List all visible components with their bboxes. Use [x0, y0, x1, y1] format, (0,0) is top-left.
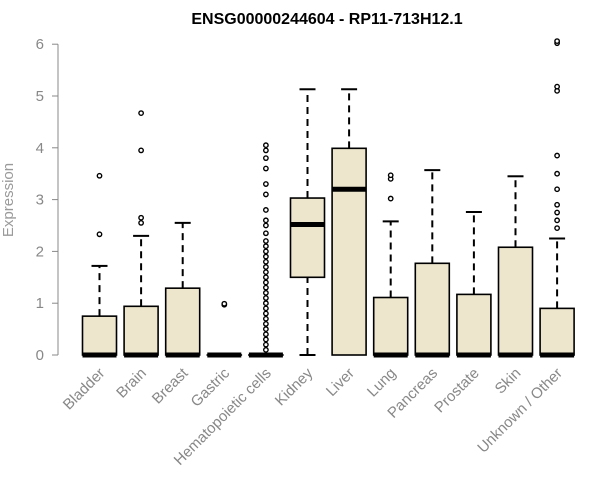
outlier-point — [262, 326, 269, 332]
outlier-point — [221, 300, 228, 307]
outlier-point — [262, 300, 269, 307]
outlier-point — [262, 289, 269, 296]
outlier-point — [554, 225, 560, 231]
y-axis-label: Expression — [0, 163, 17, 237]
outlier-point — [262, 305, 269, 312]
y-tick-label: 1 — [36, 295, 44, 312]
y-tick-label: 5 — [36, 88, 44, 105]
y-tick-label: 3 — [36, 192, 44, 209]
outlier-point — [262, 191, 269, 198]
y-axis: 0 1 2 3 4 5 6 — [36, 36, 59, 364]
box-body — [372, 296, 409, 356]
box-body — [81, 315, 118, 356]
outlier-point — [262, 147, 269, 154]
box-6 — [331, 88, 367, 356]
outlier-point — [262, 284, 269, 291]
outlier-point — [262, 142, 269, 149]
outlier-point — [96, 231, 103, 238]
outlier-point — [262, 336, 269, 343]
outlier-point — [262, 279, 269, 286]
outlier-point — [96, 172, 103, 179]
outlier-point — [554, 201, 560, 208]
outlier-point — [138, 220, 145, 226]
box-0 — [81, 172, 118, 358]
outlier-point — [554, 83, 560, 90]
y-tick-label: 4 — [36, 140, 44, 157]
box-5 — [289, 88, 326, 356]
y-tick-label: 2 — [36, 243, 44, 260]
outlier-point — [262, 269, 269, 276]
outlier-point — [262, 315, 269, 322]
outlier-point — [554, 170, 560, 177]
box-11 — [539, 38, 575, 358]
box-body — [414, 262, 451, 356]
outlier-point — [554, 217, 560, 224]
outlier-point — [262, 274, 269, 281]
outlier-point — [387, 172, 394, 179]
outlier-point — [262, 181, 269, 187]
outlier-point — [262, 253, 269, 260]
outlier-point — [262, 310, 269, 317]
box-4 — [248, 142, 284, 358]
outlier-point — [138, 147, 145, 154]
box-body — [456, 293, 492, 356]
outlier-point — [262, 341, 269, 348]
outlier-point — [262, 248, 269, 255]
outlier-point — [262, 243, 269, 250]
outlier-point — [262, 321, 269, 327]
outlier-point — [262, 230, 269, 237]
outlier-point — [554, 152, 560, 159]
x-tick-label: Lung — [364, 365, 400, 401]
box-2 — [164, 221, 201, 358]
x-tick-label: Liver — [323, 365, 358, 400]
box-body — [331, 147, 367, 356]
outlier-point — [554, 209, 560, 216]
outlier-point — [138, 110, 145, 116]
outlier-point — [262, 207, 269, 213]
x-tick-label: Prostate — [431, 365, 483, 417]
box-body — [123, 305, 159, 356]
box-layer — [81, 38, 575, 358]
x-tick-label: Bladder — [60, 365, 109, 414]
outlier-point — [262, 295, 269, 301]
outlier-point — [262, 264, 269, 270]
outlier-point — [262, 238, 269, 244]
outlier-point — [262, 165, 269, 172]
outlier-point — [262, 258, 269, 265]
box-3 — [206, 300, 243, 358]
box-body — [164, 287, 201, 356]
box-1 — [123, 110, 159, 358]
x-tick-label: Breast — [149, 364, 192, 407]
x-tick-label: Skin — [492, 365, 525, 398]
outlier-point — [138, 214, 145, 221]
chart-title: ENSG00000244604 - RP11-713H12.1 — [191, 11, 462, 28]
outlier-point — [554, 186, 560, 193]
box-body — [497, 246, 534, 356]
box-7 — [372, 172, 409, 358]
outlier-point — [554, 38, 560, 44]
outlier-point — [262, 217, 269, 224]
box-8 — [414, 169, 451, 358]
box-10 — [497, 175, 534, 358]
y-tick-label: 0 — [36, 347, 44, 364]
x-tick-label: Brain — [113, 365, 150, 402]
outlier-point — [262, 155, 269, 162]
x-tick-label: Kidney — [272, 364, 317, 409]
outlier-point — [262, 331, 269, 338]
outlier-point — [387, 195, 394, 202]
y-tick-label: 6 — [36, 36, 44, 53]
box-body — [539, 307, 575, 356]
outlier-point — [262, 222, 269, 229]
box-body — [289, 197, 326, 279]
outlier-point — [262, 346, 269, 353]
box-9 — [456, 211, 492, 358]
